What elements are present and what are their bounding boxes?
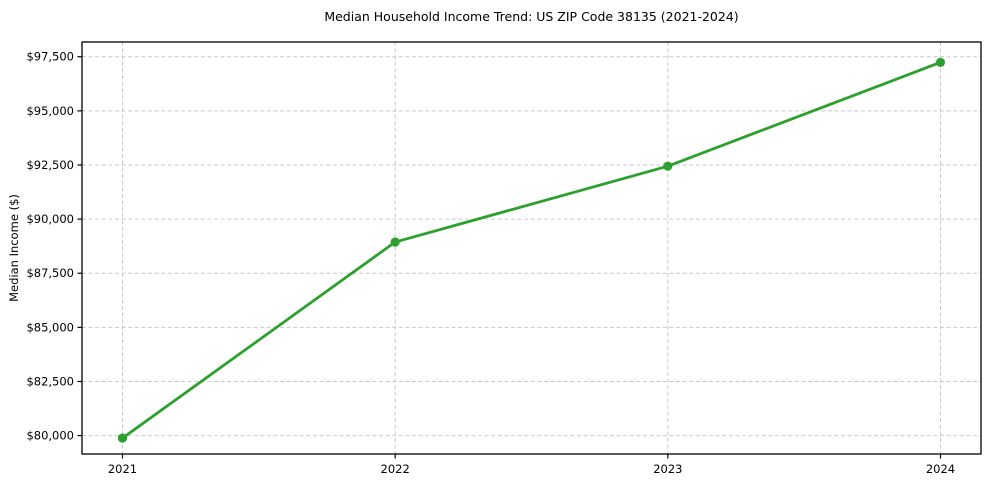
x-tick-label: 2023 — [653, 462, 682, 476]
plot-border — [81, 41, 982, 455]
y-tick-label: $97,500 — [26, 50, 74, 64]
y-tick-label: $92,500 — [26, 158, 74, 172]
x-tick-label: 2021 — [108, 462, 137, 476]
data-point-marker — [663, 161, 673, 171]
y-tick-label: $85,000 — [26, 320, 74, 334]
data-point-marker — [390, 237, 400, 247]
y-tick-label: $87,500 — [26, 266, 74, 280]
trend-line — [121, 60, 942, 440]
y-tick-label: $80,000 — [26, 429, 74, 443]
y-tick-label: $95,000 — [26, 104, 74, 118]
x-tick-label: 2022 — [381, 462, 410, 476]
data-point-marker — [935, 57, 946, 67]
y-tick-label: $90,000 — [26, 212, 74, 226]
data-point-marker — [117, 433, 128, 443]
y-tick-label: $82,500 — [26, 374, 74, 388]
x-tick-label: 2024 — [926, 462, 955, 476]
chart-title: Median Household Income Trend: US ZIP Co… — [324, 9, 739, 24]
